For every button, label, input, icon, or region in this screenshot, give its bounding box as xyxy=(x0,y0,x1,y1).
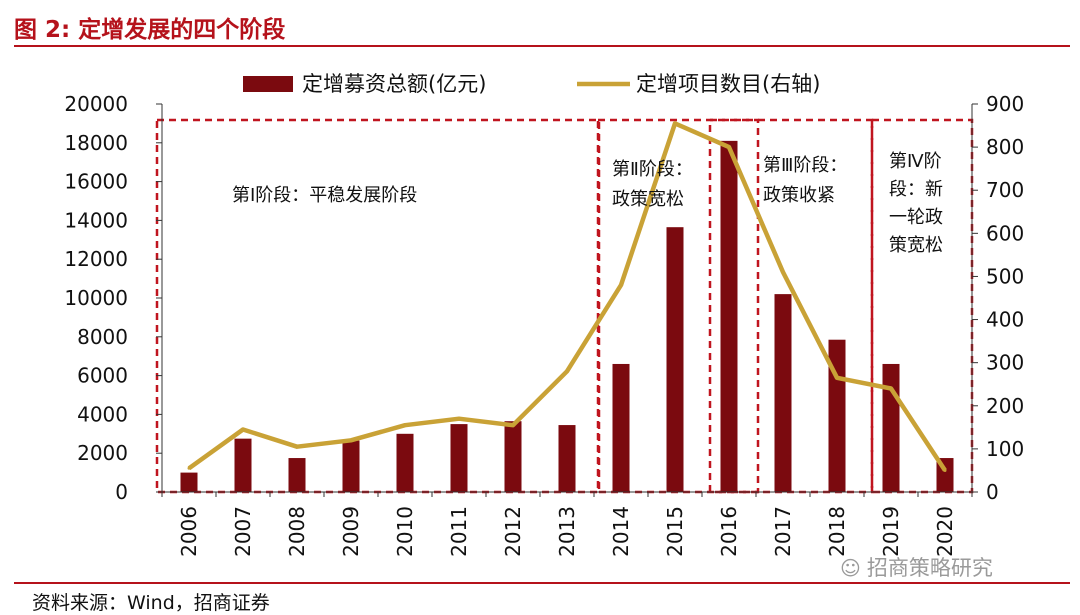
y-right-tick-label: 200 xyxy=(986,394,1024,418)
x-tick-label: 2011 xyxy=(447,506,471,557)
bar-2010 xyxy=(396,433,414,492)
stage-2-label: 第Ⅱ阶段： xyxy=(612,159,693,180)
y-right-tick-label: 400 xyxy=(986,308,1024,332)
stage-3-label: 第Ⅲ阶段： xyxy=(763,155,847,176)
y-right-tick-label: 300 xyxy=(986,351,1024,375)
axes: 0200040006000800010000120001400016000180… xyxy=(64,92,1024,557)
line-point-2018 xyxy=(835,376,839,380)
legend-line-label: 定增项目数目(右轴) xyxy=(636,72,820,96)
bars xyxy=(180,140,954,493)
y-right-tick-label: 900 xyxy=(986,92,1024,116)
line-point-2016 xyxy=(727,145,731,149)
y-right-tick-label: 0 xyxy=(986,480,999,504)
x-tick-label: 2018 xyxy=(825,506,849,557)
stage-4-label: 策宽松 xyxy=(889,235,943,256)
chart: 0200040006000800010000120001400016000180… xyxy=(64,72,1024,557)
line-point-2008 xyxy=(295,445,299,449)
line-point-2017 xyxy=(781,270,785,274)
line-point-2014 xyxy=(619,283,623,287)
bar-2007 xyxy=(234,438,252,492)
x-tick-label: 2007 xyxy=(231,506,255,557)
line-point-2015 xyxy=(673,121,677,125)
x-tick-label: 2019 xyxy=(879,506,903,557)
y-left-tick-label: 8000 xyxy=(77,325,128,349)
x-tick-label: 2015 xyxy=(663,506,687,557)
y-left-tick-label: 20000 xyxy=(64,92,128,116)
x-tick-label: 2012 xyxy=(501,506,525,557)
footer-rule xyxy=(14,582,1070,584)
wechat-icon: ☺ xyxy=(840,556,861,580)
line-point-2019 xyxy=(889,387,893,391)
y-left-tick-label: 18000 xyxy=(64,131,128,155)
y-left-tick-label: 4000 xyxy=(77,402,128,426)
stage-4-label: 段：新 xyxy=(889,179,943,200)
line-point-2007 xyxy=(241,427,245,431)
x-tick-label: 2008 xyxy=(285,506,309,557)
watermark-text: 招商策略研究 xyxy=(866,556,993,580)
line-layer xyxy=(187,121,947,472)
bar-2009 xyxy=(342,440,360,492)
legend-bar-swatch xyxy=(243,76,293,92)
x-tick-label: 2009 xyxy=(339,506,363,557)
line-point-2013 xyxy=(565,369,569,373)
bar-2016 xyxy=(720,140,738,493)
y-left-tick-label: 16000 xyxy=(64,170,128,194)
stage-2-label: 政策宽松 xyxy=(612,189,684,210)
stage-labels: 第Ⅰ阶段：平稳发展阶段 第Ⅱ阶段： 政策宽松 第Ⅲ阶段： 政策收紧 第Ⅳ阶段：新一轮政策宽… xyxy=(232,151,943,256)
watermark: ☺ 招商策略研究 xyxy=(840,552,993,582)
source-note: 资料来源：Wind，招商证券 xyxy=(32,592,270,614)
x-tick-label: 2020 xyxy=(933,506,957,557)
y-right-tick-label: 500 xyxy=(986,264,1024,288)
y-left-tick-label: 10000 xyxy=(64,286,128,310)
line-point-2006 xyxy=(187,466,191,470)
y-right-tick-label: 700 xyxy=(986,178,1024,202)
stage-box-1 xyxy=(155,118,601,494)
figure-title: 图 2: 定增发展的四个阶段 xyxy=(14,17,286,43)
bar-2014 xyxy=(612,363,630,492)
x-tick-label: 2013 xyxy=(555,506,579,557)
y-left-tick-label: 2000 xyxy=(77,441,128,465)
line-point-2011 xyxy=(457,417,461,421)
y-right-tick-label: 600 xyxy=(986,221,1024,245)
legend-bar-label: 定增募资总额(亿元) xyxy=(302,72,486,96)
bar-2015 xyxy=(666,227,684,492)
bar-2012 xyxy=(504,421,522,492)
title-rule xyxy=(14,45,1070,47)
y-right-tick-label: 100 xyxy=(986,437,1024,461)
y-left-tick-label: 12000 xyxy=(64,247,128,271)
y-right-tick-label: 800 xyxy=(986,135,1024,159)
stage-3-label: 政策收紧 xyxy=(763,185,835,206)
line-point-2012 xyxy=(511,423,515,427)
x-tick-label: 2017 xyxy=(771,506,795,557)
line-point-2010 xyxy=(403,423,407,427)
legend: 定增募资总额(亿元) 定增项目数目(右轴) xyxy=(243,72,820,96)
bar-2013 xyxy=(558,425,576,492)
y-left-tick-label: 6000 xyxy=(77,364,128,388)
stage-4-label: 一轮政 xyxy=(889,207,943,228)
line-point-2009 xyxy=(349,438,353,442)
stage-4-label: 第Ⅳ阶 xyxy=(889,151,942,172)
bar-2019 xyxy=(882,363,900,492)
bar-2008 xyxy=(288,458,306,492)
line-point-2020 xyxy=(943,468,947,472)
bar-2017 xyxy=(774,294,792,492)
bar-2006 xyxy=(180,472,198,492)
x-tick-label: 2006 xyxy=(177,506,201,557)
stage-1-label: 第Ⅰ阶段：平稳发展阶段 xyxy=(232,185,417,206)
y-left-tick-label: 0 xyxy=(115,480,128,504)
bar-2011 xyxy=(450,424,468,492)
x-tick-label: 2014 xyxy=(609,506,633,557)
y-left-tick-label: 14000 xyxy=(64,208,128,232)
x-tick-label: 2016 xyxy=(717,506,741,557)
x-tick-label: 2010 xyxy=(393,506,417,557)
